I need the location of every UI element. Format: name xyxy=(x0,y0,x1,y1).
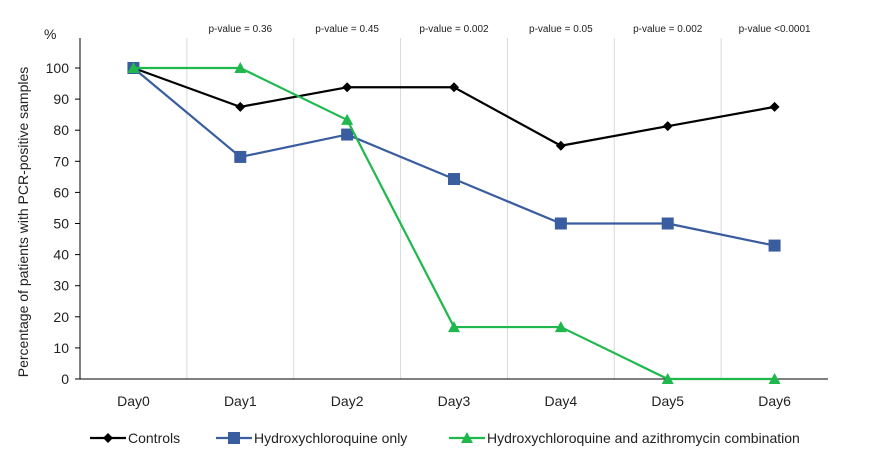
y-tick-label: 90 xyxy=(53,91,69,107)
data-point xyxy=(769,101,780,112)
y-axis-label: Percentage of patients with PCR-positive… xyxy=(15,67,31,377)
y-tick-label: 20 xyxy=(53,309,69,325)
x-tick-label: Day5 xyxy=(651,393,684,409)
axis-layer: 0 10 20 30 40 50 60 70 80 90 100% Percentage of pat… xyxy=(15,26,828,409)
y-tick-label: 80 xyxy=(53,122,69,138)
data-point xyxy=(234,150,247,163)
legend-item: Hydroxychloroquine only xyxy=(216,430,407,446)
x-tick-label: Day4 xyxy=(545,393,578,409)
x-tick-label: Day1 xyxy=(224,393,257,409)
legend-marker xyxy=(461,432,473,443)
x-tick-label: Day6 xyxy=(758,393,791,409)
series-1 xyxy=(128,63,780,151)
series-line xyxy=(132,67,775,247)
x-tick-label: Day3 xyxy=(438,393,471,409)
y-tick-label: 10 xyxy=(53,340,69,356)
data-point xyxy=(235,101,246,112)
y-tick-label: 40 xyxy=(53,247,69,263)
data-point xyxy=(554,321,567,333)
data-point xyxy=(768,373,781,384)
legend-item: Controls xyxy=(90,430,180,446)
y-tick-label: 50 xyxy=(53,216,69,232)
series-line xyxy=(133,66,775,147)
data-point xyxy=(127,62,140,73)
p-value-label: p-value = 0.36 xyxy=(208,24,272,35)
data-point xyxy=(555,140,566,151)
y-unit-label: % xyxy=(44,26,56,42)
data-point xyxy=(662,121,673,132)
legend: Controls Hydroxychloroquine only Hydroxych… xyxy=(90,430,800,446)
series-3 xyxy=(127,62,781,384)
legend-label: Hydroxychloroquine only xyxy=(254,430,407,446)
data-point xyxy=(661,217,674,230)
data-point xyxy=(448,321,460,333)
y-tick-label: 70 xyxy=(53,153,69,169)
x-tick-label: Day0 xyxy=(117,393,150,409)
p-value-label: p-value = 0.002 xyxy=(419,24,489,35)
data-point xyxy=(342,82,353,93)
y-tick-label: 60 xyxy=(53,184,69,200)
data-point xyxy=(554,217,567,230)
data-point xyxy=(341,113,354,125)
data-point xyxy=(448,173,460,186)
series-line xyxy=(133,66,775,381)
p-value-label: p-value = 0.05 xyxy=(529,24,593,35)
legend-marker xyxy=(103,433,113,443)
data-point xyxy=(449,82,459,93)
x-tick-label: Day2 xyxy=(331,393,364,409)
p-value-label: p-value = 0.45 xyxy=(315,24,379,35)
series-layer xyxy=(127,62,781,384)
data-point xyxy=(234,62,247,73)
y-tick-label: 30 xyxy=(53,278,69,294)
legend-label: Hydroxychloroquine and azithromycin comb… xyxy=(487,430,800,446)
label-layer: p-value = 0.36 p-value = 0.45 p-value = 0.… xyxy=(208,24,811,35)
y-tick-label: 100 xyxy=(46,60,70,76)
p-value-label: p-value <0.0001 xyxy=(739,24,811,35)
legend-marker xyxy=(228,432,240,444)
data-point xyxy=(768,239,781,252)
legend-label: Controls xyxy=(128,430,180,446)
p-value-label: p-value = 0.002 xyxy=(633,24,703,35)
data-point xyxy=(341,128,354,141)
data-point xyxy=(661,373,674,384)
legend-item: Hydroxychloroquine and azithromycin comb… xyxy=(449,430,800,446)
y-tick-label: 0 xyxy=(61,371,69,387)
